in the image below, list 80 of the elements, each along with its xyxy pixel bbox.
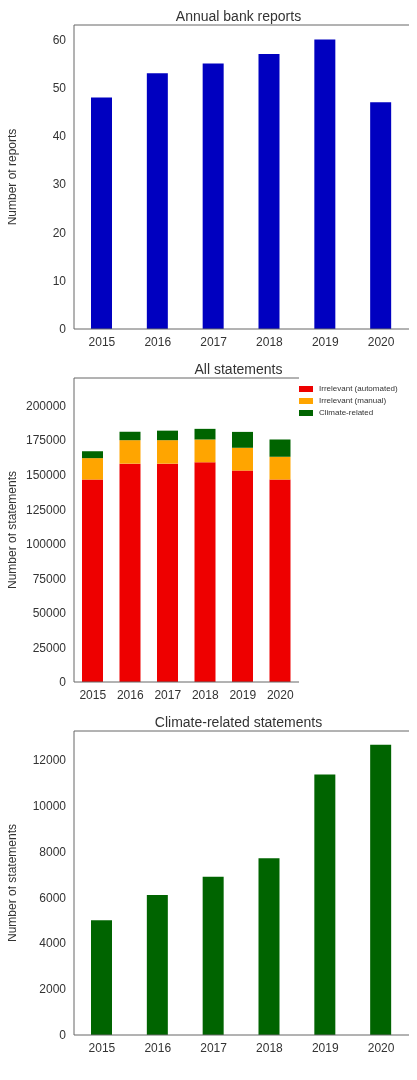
x-tick-label: 2019 bbox=[311, 334, 339, 349]
y-tick-label: 150000 bbox=[25, 467, 67, 482]
y-tick-label: 40 bbox=[52, 129, 67, 144]
bar bbox=[269, 439, 291, 457]
x-tick-label: 2017 bbox=[200, 1040, 228, 1055]
y-tick-label: 2000 bbox=[39, 982, 67, 997]
y-tick-label: 25000 bbox=[32, 640, 67, 655]
bar bbox=[91, 920, 112, 1035]
y-tick-label: 0 bbox=[59, 1028, 67, 1043]
y-tick-label: 6000 bbox=[39, 890, 67, 905]
x-tick-label: 2018 bbox=[191, 687, 219, 702]
y-tick-label: 12000 bbox=[32, 752, 67, 767]
bar bbox=[82, 479, 103, 682]
x-tick-label: 2020 bbox=[367, 334, 395, 349]
x-tick-label: 2016 bbox=[116, 687, 144, 702]
bar bbox=[157, 430, 178, 441]
bar bbox=[258, 858, 280, 1035]
x-tick-label: 2019 bbox=[229, 687, 257, 702]
y-tick-label: 4000 bbox=[39, 936, 67, 951]
bar bbox=[157, 440, 178, 464]
y-axis-title: Number of statements bbox=[5, 470, 20, 590]
y-tick-label: 75000 bbox=[32, 571, 67, 586]
y-tick-label: 100000 bbox=[25, 537, 67, 552]
x-tick-label: 2015 bbox=[88, 334, 116, 349]
bar bbox=[232, 470, 253, 682]
bar bbox=[202, 876, 224, 1035]
y-tick-label: 10000 bbox=[32, 798, 67, 813]
y-tick-label: 8000 bbox=[39, 844, 67, 859]
bar bbox=[269, 456, 291, 480]
y-tick-label: 30 bbox=[52, 177, 67, 192]
y-axis-title: Number of reports bbox=[5, 128, 20, 226]
bar bbox=[82, 458, 103, 480]
bar bbox=[82, 451, 103, 459]
bar bbox=[157, 463, 178, 682]
y-axis-title: Number of statements bbox=[5, 823, 20, 943]
x-tick-label: 2017 bbox=[154, 687, 182, 702]
bar bbox=[269, 479, 291, 682]
y-tick-label: 125000 bbox=[25, 502, 67, 517]
x-tick-label: 2020 bbox=[367, 1040, 395, 1055]
bar bbox=[370, 102, 392, 329]
bar bbox=[194, 428, 216, 440]
y-tick-label: 200000 bbox=[25, 398, 67, 413]
x-tick-label: 2019 bbox=[311, 1040, 339, 1055]
chart-title: Climate-related statements bbox=[153, 714, 324, 730]
x-tick-label: 2015 bbox=[88, 1040, 116, 1055]
y-tick-label: 175000 bbox=[25, 433, 67, 448]
x-tick-label: 2017 bbox=[200, 334, 228, 349]
chart-title: Annual bank reports bbox=[174, 8, 303, 24]
bar bbox=[314, 39, 336, 329]
legend-label: Irrelevant (automated) bbox=[319, 383, 398, 395]
bar bbox=[202, 63, 224, 329]
y-tick-label: 50 bbox=[52, 80, 67, 95]
bar bbox=[258, 53, 280, 329]
legend-label: Climate-related bbox=[319, 407, 374, 419]
x-tick-label: 2016 bbox=[144, 334, 172, 349]
x-tick-label: 2015 bbox=[79, 687, 107, 702]
x-tick-label: 2018 bbox=[256, 1040, 284, 1055]
y-tick-label: 60 bbox=[52, 32, 67, 47]
bar bbox=[119, 440, 141, 464]
bar bbox=[232, 431, 253, 448]
y-tick-label: 0 bbox=[59, 322, 67, 337]
bar bbox=[119, 463, 141, 682]
bar bbox=[91, 97, 112, 329]
bar bbox=[194, 439, 216, 463]
bar bbox=[146, 73, 168, 329]
legend-label: Irrelevant (manual) bbox=[319, 395, 387, 407]
bar bbox=[119, 431, 141, 441]
x-tick-label: 2016 bbox=[144, 1040, 172, 1055]
x-tick-label: 2020 bbox=[266, 687, 294, 702]
bar bbox=[146, 895, 168, 1035]
x-tick-label: 2018 bbox=[256, 334, 284, 349]
bar bbox=[314, 774, 336, 1035]
bar bbox=[232, 447, 253, 471]
bar bbox=[370, 744, 392, 1035]
y-tick-label: 10 bbox=[52, 274, 67, 289]
y-tick-label: 20 bbox=[52, 225, 67, 240]
y-tick-label: 50000 bbox=[32, 606, 67, 621]
chart-title: All statements bbox=[193, 361, 284, 377]
y-tick-label: 0 bbox=[59, 675, 67, 690]
bar bbox=[194, 462, 216, 682]
